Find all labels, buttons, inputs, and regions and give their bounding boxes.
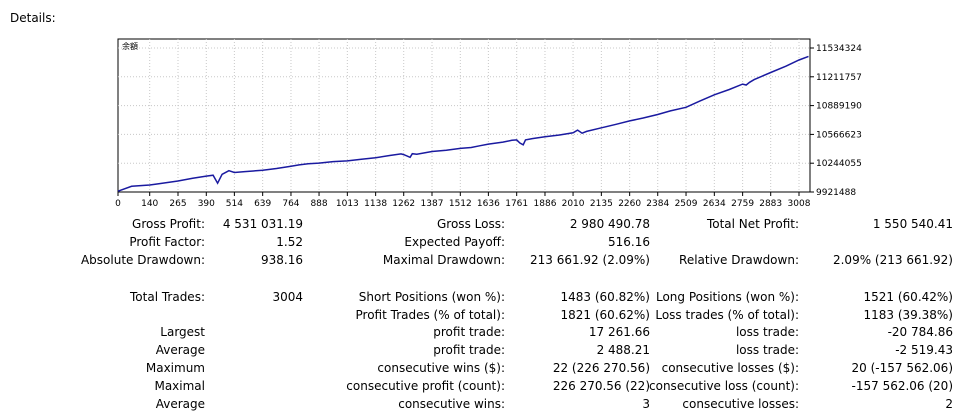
x-tick-label: 2759 bbox=[731, 199, 754, 209]
trades-label: Loss trades (% of total): bbox=[655, 308, 799, 322]
trades-value: 1183 (39.38%) bbox=[863, 308, 953, 322]
summary-label: Absolute Drawdown: bbox=[80, 253, 205, 267]
y-tick-label: 9921488 bbox=[816, 188, 856, 198]
y-tick-label: 10889190 bbox=[816, 102, 862, 112]
trades-value: 3004 bbox=[272, 290, 303, 304]
trades-value: -20 784.86 bbox=[887, 325, 953, 339]
x-tick-label: 888 bbox=[310, 199, 327, 209]
trades-label: consecutive losses: bbox=[682, 397, 799, 411]
summary-value: 4 531 031.19 bbox=[222, 217, 303, 231]
summary-label: Total Net Profit: bbox=[706, 217, 799, 231]
x-tick-label: 2260 bbox=[618, 199, 641, 209]
x-tick-label: 2384 bbox=[646, 199, 669, 209]
x-tick-label: 3008 bbox=[788, 199, 811, 209]
x-tick-label: 265 bbox=[169, 199, 186, 209]
trades-label: consecutive loss (count): bbox=[649, 379, 799, 393]
balance-chart-svg: 0 140 265 390 514 639 764 888 1013 1138 1262 1387 15… bbox=[115, 38, 862, 209]
summary-label: Profit Factor: bbox=[129, 235, 205, 249]
x-tick-label: 2135 bbox=[590, 199, 613, 209]
trades-value: 17 261.66 bbox=[588, 325, 650, 339]
trades-value: -2 519.43 bbox=[895, 343, 953, 357]
trades-label: loss trade: bbox=[735, 325, 799, 339]
x-tick-label: 1512 bbox=[449, 199, 472, 209]
x-tick-label: 1138 bbox=[364, 199, 387, 209]
summary-value: 1 550 540.41 bbox=[872, 217, 953, 231]
summary-value: 213 661.92 (2.09%) bbox=[529, 253, 650, 267]
trades-label: loss trade: bbox=[735, 343, 799, 357]
trades-label: Maximum bbox=[145, 361, 205, 375]
trades-label: consecutive losses ($): bbox=[661, 361, 799, 375]
y-tick-label: 11534324 bbox=[816, 44, 862, 54]
summary-value: 938.16 bbox=[261, 253, 303, 267]
x-tick-label: 1761 bbox=[505, 199, 528, 209]
trades-value: 20 (-157 562.06) bbox=[851, 361, 953, 375]
x-tick-label: 2509 bbox=[675, 199, 698, 209]
summary-value bbox=[800, 233, 953, 251]
x-tick-label: 639 bbox=[254, 199, 271, 209]
summary-label: Relative Drawdown: bbox=[679, 253, 799, 267]
x-tick-label: 1013 bbox=[336, 199, 359, 209]
trades-value: 1521 (60.42%) bbox=[863, 290, 953, 304]
balance-chart: 0 140 265 390 514 639 764 888 1013 1138 1262 1387 15… bbox=[0, 35, 962, 210]
trades-value: 2 488.21 bbox=[596, 343, 650, 357]
trades-label: Maximal bbox=[154, 379, 205, 393]
trades-label: profit trade: bbox=[433, 343, 505, 357]
y-tick-label: 10244055 bbox=[816, 159, 862, 169]
trades-label: Short Positions (won %): bbox=[358, 290, 505, 304]
x-tick-label: 0 bbox=[115, 199, 121, 209]
trades-label: consecutive profit (count): bbox=[346, 379, 505, 393]
trades-label: Largest bbox=[160, 325, 205, 339]
trades-label: consecutive wins: bbox=[398, 397, 505, 411]
trades-value bbox=[205, 341, 303, 359]
trades-label: Total Trades: bbox=[130, 290, 205, 304]
trades-label: Profit Trades (% of total): bbox=[355, 308, 505, 322]
trades-value bbox=[205, 306, 303, 324]
trades-value bbox=[205, 395, 303, 413]
trades-value: -157 562.06 (20) bbox=[851, 379, 953, 393]
x-tick-label: 2010 bbox=[562, 199, 585, 209]
trades-value: 226 270.56 (22) bbox=[552, 379, 650, 393]
x-tick-label: 1886 bbox=[534, 199, 557, 209]
trades-label bbox=[0, 306, 205, 324]
x-tick-label: 390 bbox=[198, 199, 215, 209]
chart-title: 余額 bbox=[122, 41, 138, 51]
trades-value: 3 bbox=[642, 397, 650, 411]
x-tick-label: 1387 bbox=[421, 199, 444, 209]
x-tick-label: 1636 bbox=[477, 199, 500, 209]
x-tick-label: 514 bbox=[226, 199, 243, 209]
x-tick-label: 2883 bbox=[759, 199, 782, 209]
balance-series-line bbox=[117, 55, 809, 192]
y-tick-label: 10566623 bbox=[816, 130, 862, 140]
trades-value: 1483 (60.82%) bbox=[560, 290, 650, 304]
x-tick-label: 140 bbox=[141, 199, 158, 209]
summary-label: Gross Loss: bbox=[437, 217, 505, 231]
trades-label: Long Positions (won %): bbox=[655, 290, 799, 304]
summary-label: Expected Payoff: bbox=[404, 235, 505, 249]
summary-label: Gross Profit: bbox=[132, 217, 205, 231]
trades-value: 2 bbox=[945, 397, 953, 411]
summary-value: 1.52 bbox=[276, 235, 303, 249]
summary-label: Maximal Drawdown: bbox=[382, 253, 505, 267]
summary-label bbox=[650, 233, 799, 251]
trades-label: profit trade: bbox=[433, 325, 505, 339]
summary-value: 2 980 490.78 bbox=[569, 217, 650, 231]
plot-area bbox=[117, 38, 811, 193]
summary-value: 2.09% (213 661.92) bbox=[832, 253, 953, 267]
trades-label: Average bbox=[155, 343, 205, 357]
x-tick-label: 2634 bbox=[703, 199, 726, 209]
trades-value bbox=[205, 323, 303, 341]
details-title: Details: bbox=[10, 11, 56, 25]
trades-value bbox=[205, 377, 303, 395]
x-tick-label: 764 bbox=[282, 199, 299, 209]
trades-value: 22 (226 270.56) bbox=[552, 361, 650, 375]
y-tick-label: 11211757 bbox=[816, 73, 862, 83]
summary-value: 516.16 bbox=[608, 235, 650, 249]
trades-value bbox=[205, 359, 303, 377]
x-tick-label: 1262 bbox=[392, 199, 415, 209]
trades-label: consecutive wins ($): bbox=[377, 361, 505, 375]
trades-label: Average bbox=[155, 397, 205, 411]
trades-value: 1821 (60.62%) bbox=[560, 308, 650, 322]
